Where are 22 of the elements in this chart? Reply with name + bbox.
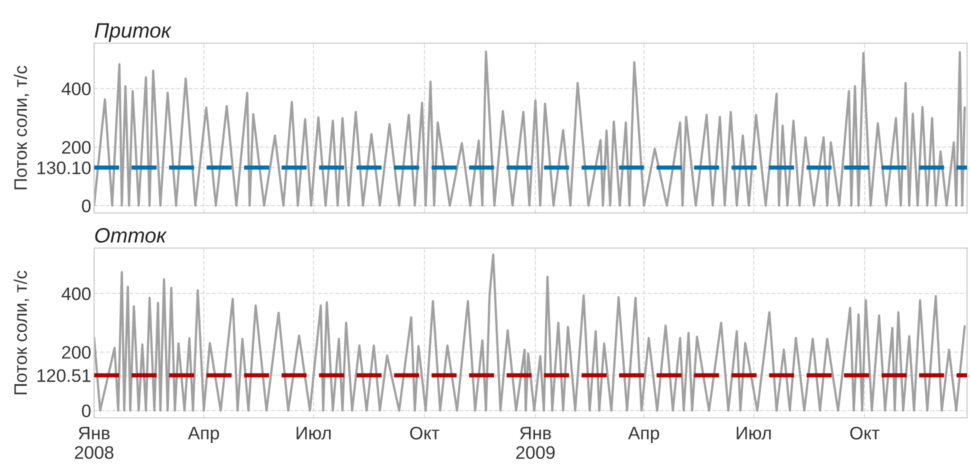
- y-tick-label: 0: [82, 404, 91, 418]
- x-tick-label: Янв 2009: [516, 426, 555, 459]
- x-tick-label: Янв 2008: [74, 426, 114, 459]
- y-axis-title: Поток соли, т/с: [14, 66, 30, 190]
- line-series: [94, 253, 966, 412]
- x-tick-label: Июл: [736, 426, 771, 440]
- y-tick-label: 400: [62, 82, 91, 96]
- chart-title: Приток: [94, 23, 172, 42]
- x-tick-label: Окт: [850, 426, 880, 440]
- chart-title: Отток: [95, 228, 167, 243]
- x-tick-label: Окт: [410, 426, 440, 440]
- x-tick-label: Апр: [188, 426, 219, 444]
- x-tick-label: Июл: [296, 426, 331, 440]
- y-tick-label: 400: [62, 287, 91, 300]
- y-tick-label: 130.10: [37, 161, 91, 174]
- y-tick-label: 120.51: [37, 369, 90, 382]
- line-series: [94, 50, 966, 207]
- y-axis-title: Поток соли, т/с: [14, 270, 30, 394]
- y-tick-label: 200: [62, 141, 91, 154]
- x-tick-label: Апр: [628, 426, 660, 444]
- y-tick-label: 0: [82, 200, 91, 212]
- y-tick-label: 200: [62, 346, 91, 359]
